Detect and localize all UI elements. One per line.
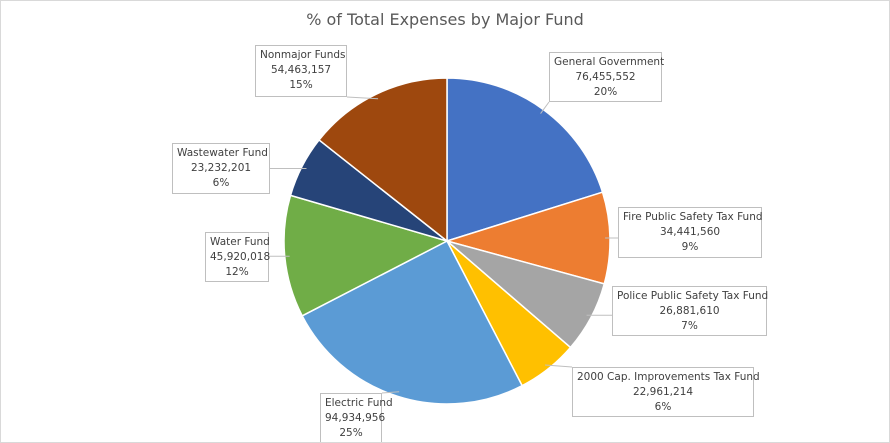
data-label-name: 2000 Cap. Improvements Tax Fund [577, 371, 760, 383]
data-label: Electric Fund 94,934,956 25% [320, 393, 393, 442]
data-label: Police Public Safety Tax Fund 26,881,610 7… [612, 286, 769, 336]
data-label-value-label: 45,920,018 [210, 251, 271, 263]
data-label: Fire Public Safety Tax Fund 34,441,560 9% [618, 207, 763, 258]
data-label-pct: 7% [681, 320, 698, 332]
data-label-name: Electric Fund [325, 397, 393, 409]
data-label-pct: 6% [654, 401, 672, 413]
data-label-value-label: 23,232,201 [190, 162, 252, 174]
data-label-pct: 6% [212, 177, 230, 189]
data-label-name: Nonmajor Funds [260, 49, 346, 61]
leader-line [346, 96, 379, 100]
data-label-pct: 25% [339, 427, 363, 439]
data-label-pct: 15% [289, 79, 313, 91]
data-label: Nonmajor Funds 54,463,157 15% [255, 45, 347, 97]
data-label-name: Fire Public Safety Tax Fund [623, 211, 763, 223]
chart-title: % of Total Expenses by Major Fund [306, 10, 584, 29]
data-label: Water Fund 45,920,018 12% [205, 232, 271, 282]
leader-line [545, 364, 573, 368]
data-label-value-label: 94,934,956 [325, 412, 386, 424]
data-label-name: Wastewater Fund [177, 147, 268, 159]
data-label: Wastewater Fund 23,232,201 6% [172, 143, 270, 194]
data-label-pct: 9% [681, 241, 699, 253]
leader-line [540, 101, 550, 114]
data-label: General Government 76,455,552 20% [549, 52, 665, 102]
data-label-pct: 20% [593, 86, 618, 98]
data-label-value-label: 76,455,552 [575, 71, 636, 83]
data-label-name: General Government [554, 56, 665, 68]
data-label-value-label: 34,441,560 [659, 226, 721, 238]
data-label-value-label: 54,463,157 [270, 64, 332, 76]
pie-slice [318, 77, 448, 243]
data-label: 2000 Cap. Improvements Tax Fund 22,961,21… [572, 367, 760, 417]
data-label-pct: 12% [225, 266, 249, 278]
leader-line [381, 391, 400, 394]
data-label-name: Water Fund [210, 236, 270, 248]
data-label-name: Police Public Safety Tax Fund [617, 290, 769, 302]
pie-slice [301, 239, 524, 405]
data-label-value-label: 26,881,610 [659, 305, 720, 317]
data-label-value-label: 22,961,214 [632, 386, 694, 398]
